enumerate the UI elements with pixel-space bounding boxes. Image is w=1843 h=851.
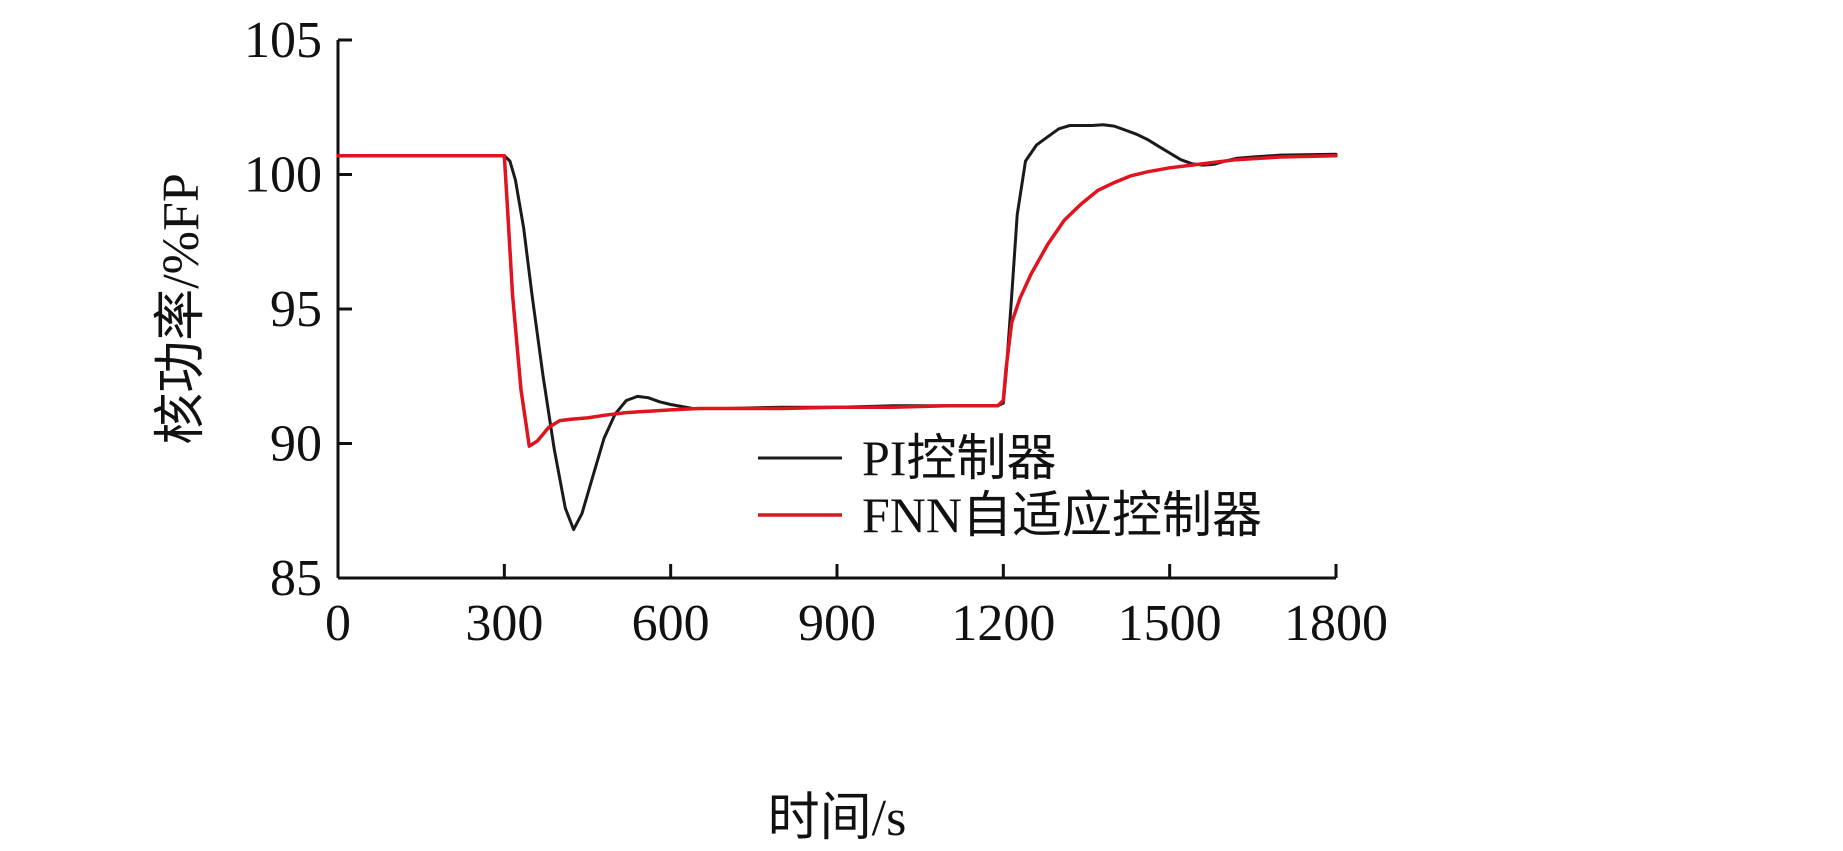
plot-area: 85 90 95 100 105 0 300 600 900 1200 1500 1800 xyxy=(244,12,1388,652)
y-tick-label: 85 xyxy=(270,550,322,607)
y-tick-label: 105 xyxy=(244,12,322,69)
x-axis-ticks: 0 300 600 900 1200 1500 1800 xyxy=(325,564,1388,652)
series-line-fnn xyxy=(336,153,1338,448)
y-tick-label: 90 xyxy=(270,416,322,473)
x-tick-label: 900 xyxy=(798,595,876,652)
x-tick-label: 600 xyxy=(632,595,710,652)
series-layer xyxy=(336,123,1338,532)
y-tick-label: 95 xyxy=(270,281,322,338)
x-axis-title: 时间/s xyxy=(768,790,907,847)
x-tick-label: 1800 xyxy=(1284,595,1388,652)
y-axis-title: 核功率/%FP xyxy=(153,173,210,445)
y-axis-ticks: 85 90 95 100 105 xyxy=(244,12,352,607)
y-tick-label: 100 xyxy=(244,147,322,204)
x-tick-label: 1500 xyxy=(1118,595,1222,652)
legend-label-fnn: FNN自适应控制器 xyxy=(862,487,1262,543)
legend-label-pi: PI控制器 xyxy=(862,430,1056,486)
x-tick-label: 0 xyxy=(325,595,351,652)
legend: PI控制器 FNN自适应控制器 xyxy=(758,430,1262,543)
x-tick-label: 1200 xyxy=(951,595,1055,652)
x-tick-label: 300 xyxy=(465,595,543,652)
series-line-pi xyxy=(336,123,1338,532)
